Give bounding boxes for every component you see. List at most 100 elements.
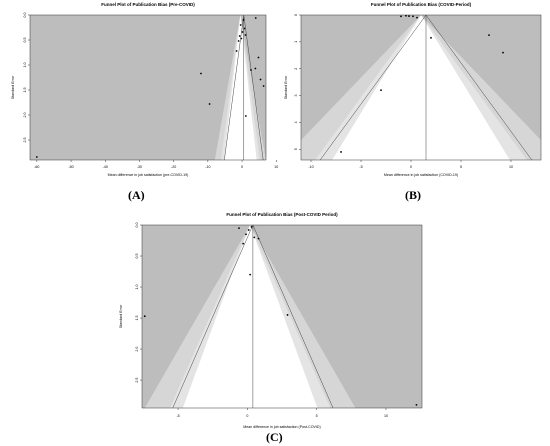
data-point [259, 78, 262, 81]
x-tick-label: -5 [359, 165, 362, 169]
data-point [243, 27, 246, 30]
funnel-plot-pre-covid: -60 -50 -40 -30 -20 -10 0 10 0.0 0.5 1.0 1.5 2.0 2.5 F… [11, 2, 278, 177]
data-point [488, 34, 490, 37]
plot-frame [29, 14, 267, 161]
x-axis-label: Mean difference in job satisfaction (pre… [108, 173, 189, 177]
y-tick-label: 0.0 [135, 223, 139, 228]
data-point [254, 17, 257, 19]
y-axis-label: Standard Error [284, 75, 288, 99]
plot-frame [300, 14, 542, 161]
x-tick-label: -50 [68, 165, 73, 169]
x-tick-label: 0 [246, 414, 248, 418]
y-tick-label: 1.5 [135, 316, 139, 321]
data-point [200, 72, 202, 75]
data-point [235, 50, 238, 52]
x-tick-label: 10 [274, 165, 278, 169]
data-point [240, 37, 243, 40]
x-tick-label: -60 [34, 165, 39, 169]
data-point [257, 56, 260, 59]
x-axis-label: Mean difference in job satisfaction (Pos… [243, 425, 320, 429]
data-point [241, 31, 244, 33]
funnel-plot-post-covid: -5 0 5 10 0.0 0.5 1.0 1.5 2.0 2.5 Funnel Plot of P… [119, 212, 423, 429]
x-tick-label: 0 [241, 165, 243, 169]
y-tick-label: 0.0 [23, 13, 27, 18]
data-point [239, 24, 242, 26]
y-axis-label: Standard Error [11, 75, 15, 99]
x-axis-label: Mean difference in job satisfaction (COV… [384, 173, 458, 177]
data-point [286, 314, 289, 316]
chart-title: Funnel Plot of Publication Bias (Pre-COV… [101, 2, 195, 7]
panel-label-a: (A) [128, 188, 145, 202]
x-tick-label: 10 [509, 165, 513, 169]
data-point [250, 69, 252, 71]
data-point [242, 242, 245, 245]
funnel-right-line [425, 15, 533, 160]
y-tick-label: 2 [294, 68, 298, 70]
data-point [408, 15, 410, 17]
data-point [250, 225, 253, 228]
y-tick-label: 5 [294, 148, 298, 150]
x-tick-label: -5 [176, 414, 179, 418]
data-point [237, 40, 240, 42]
funnel-plot-covid-period: -10 -5 0 5 10 0 1 2 3 4 5 Funnel Plot of Publicatio… [284, 2, 542, 177]
y-tick-label: 2.0 [23, 113, 27, 118]
contour-90-region [182, 225, 318, 408]
data-point [247, 229, 250, 231]
y-tick-label: 2.5 [23, 138, 27, 143]
y-tick-label: 0 [294, 14, 298, 16]
y-axis-label: Standard Error [119, 304, 123, 328]
y-tick-label: 0.5 [23, 38, 27, 43]
data-point [380, 89, 382, 92]
data-point [249, 273, 252, 276]
y-tick-label: 3 [294, 95, 298, 97]
chart-title: Funnel Plot of Publication Bias (COVID-P… [371, 2, 472, 7]
x-tick-label: -10 [205, 165, 210, 169]
panel-label-b: (B) [405, 188, 421, 202]
data-point [502, 51, 504, 54]
data-point [242, 19, 245, 21]
data-point [400, 15, 402, 18]
y-tick-label: 2.0 [135, 347, 139, 352]
funnel-left-line [172, 225, 254, 408]
plot-area [30, 15, 266, 160]
y-tick-label: 1.0 [135, 285, 139, 290]
plot-area [142, 225, 422, 408]
chart-title: Funnel Plot of Publication Bias (Post-CO… [226, 212, 338, 217]
data-point [238, 35, 241, 37]
data-point [430, 36, 432, 39]
data-point [245, 233, 247, 236]
x-tick-label: 5 [316, 414, 318, 418]
plot-frame [141, 224, 423, 409]
data-point [405, 15, 407, 17]
data-point [238, 227, 240, 230]
funnel-left-line [319, 15, 427, 160]
x-tick-label: 5 [460, 165, 462, 169]
data-point [143, 315, 146, 318]
y-tick-label: 0.5 [135, 254, 139, 259]
data-point [244, 115, 247, 117]
data-point [253, 236, 256, 239]
contour-90-region [224, 15, 257, 160]
data-point [254, 67, 257, 70]
contour-90-region [332, 15, 510, 160]
y-tick-label: 1.0 [23, 63, 27, 68]
y-tick-label: 4 [294, 121, 298, 123]
y-tick-label: 1 [294, 41, 298, 43]
data-point [208, 103, 211, 105]
funnel-left-line [224, 15, 245, 160]
data-point [244, 34, 247, 36]
data-point [262, 85, 265, 87]
data-point [340, 151, 342, 153]
x-tick-label: -10 [308, 165, 313, 169]
funnel-right-line [252, 225, 334, 408]
plot-area [301, 15, 541, 160]
data-point [415, 403, 418, 406]
y-tick-label: 1.5 [23, 88, 27, 93]
x-tick-label: -40 [103, 165, 108, 169]
panel-label-c: (C) [266, 430, 283, 444]
data-point [412, 15, 414, 18]
funnel-right-line [243, 15, 264, 160]
data-point [257, 237, 260, 240]
x-tick-label: 0 [410, 165, 412, 169]
data-point [35, 156, 38, 158]
